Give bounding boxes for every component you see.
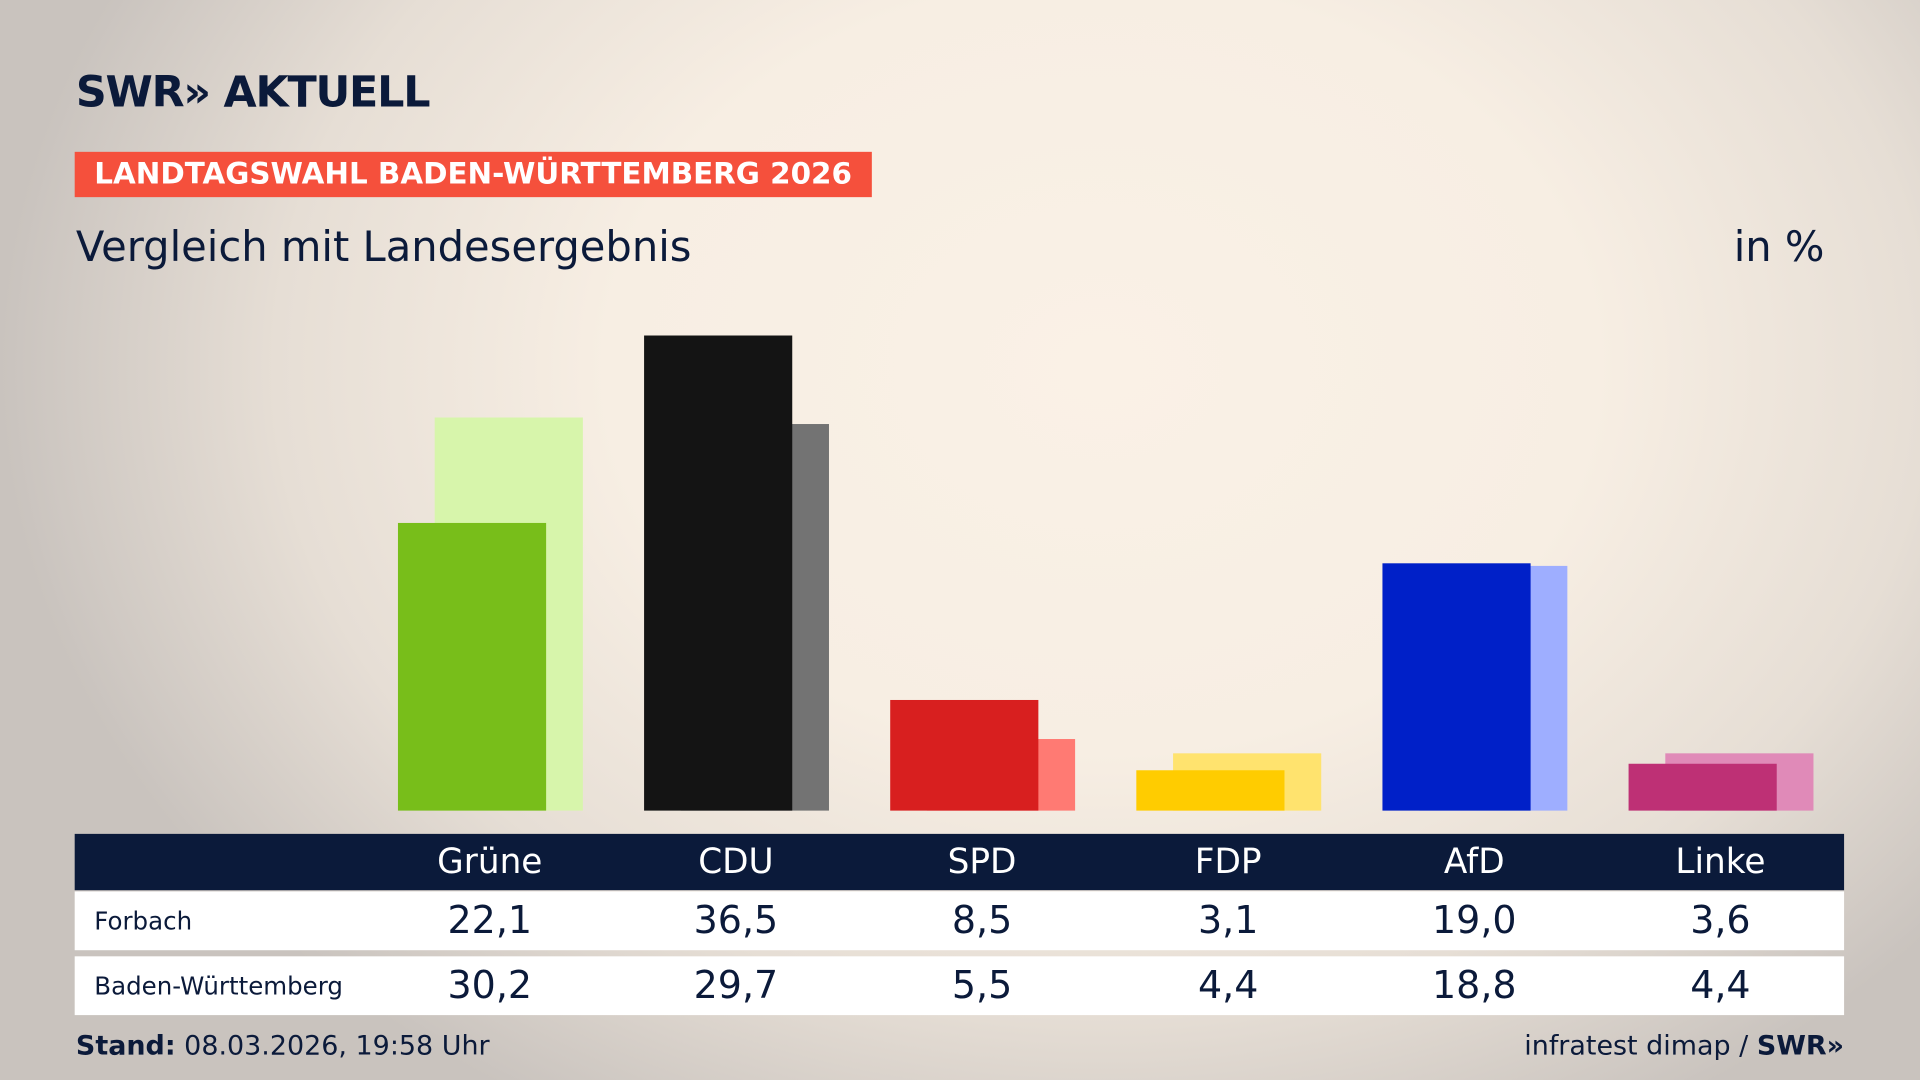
- value-cell: 29,7: [693, 963, 779, 1008]
- unit-label: in %: [1733, 222, 1825, 272]
- bar-linke-forbach: [1628, 763, 1777, 811]
- value-cell: 4,4: [1197, 963, 1259, 1008]
- timestamp: Stand: 08.03.2026, 19:58 Uhr: [76, 1031, 490, 1062]
- election-badge: LANDTAGSWAHL BADEN-WÜRTTEMBERG 2026: [74, 151, 872, 198]
- bar-spd-forbach: [890, 699, 1039, 811]
- value-cell: 36,5: [693, 898, 779, 943]
- column-header: SPD: [947, 841, 1017, 882]
- column-header: CDU: [698, 841, 774, 882]
- table-header: Grüne CDU SPD FDP AfD Linke: [74, 833, 1845, 891]
- value-cell: 19,0: [1432, 898, 1517, 943]
- stand-value: 08.03.2026, 19:58 Uhr: [175, 1031, 490, 1062]
- value-cell: 18,8: [1432, 963, 1517, 1008]
- value-cell: 8,5: [951, 898, 1013, 943]
- chart-subtitle: Vergleich mit Landesergebnis: [75, 222, 692, 272]
- value-cell: 3,1: [1197, 898, 1259, 943]
- value-cell: 22,1: [447, 898, 533, 943]
- column-header: Grüne: [437, 841, 543, 882]
- row-label: Forbach: [94, 906, 193, 936]
- column-header: Linke: [1675, 841, 1766, 882]
- value-cell: 3,6: [1690, 898, 1751, 943]
- bar-afd-forbach: [1382, 563, 1531, 811]
- table-row-bw: Baden-Württemberg 30,2 29,7 5,5 4,4 18,8 4,4: [74, 956, 1845, 1016]
- bar-cdu-forbach: [644, 335, 793, 811]
- source-text: infratest dimap /: [1524, 1031, 1757, 1062]
- stand-label: Stand:: [75, 1031, 176, 1062]
- swr-aktuell-logo: SWR» AKTUELL: [75, 68, 431, 118]
- swr-small-logo: SWR»: [1756, 1031, 1845, 1062]
- value-cell: 30,2: [447, 963, 533, 1008]
- source: infratest dimap / SWR»: [1524, 1031, 1844, 1062]
- column-header: FDP: [1194, 841, 1262, 882]
- table-row-forbach: Forbach 22,1 36,5 8,5 3,1 19,0 3,6: [74, 891, 1845, 951]
- bar-grüne-forbach: [397, 522, 547, 811]
- column-header: AfD: [1443, 841, 1505, 882]
- row-label: Baden-Württemberg: [94, 971, 343, 1001]
- value-cell: 4,4: [1690, 963, 1751, 1008]
- value-cell: 5,5: [951, 963, 1013, 1008]
- bar-fdp-forbach: [1136, 770, 1285, 811]
